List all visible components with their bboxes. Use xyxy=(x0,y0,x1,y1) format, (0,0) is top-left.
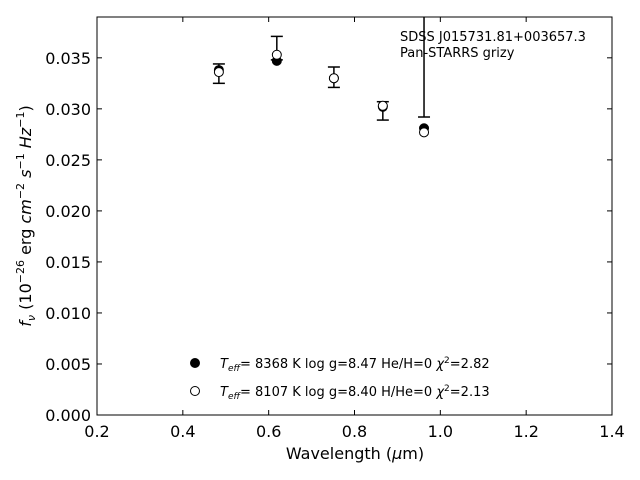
data-point-open xyxy=(419,127,430,138)
y-tick-label: 0.005 xyxy=(45,355,91,374)
data-point-open xyxy=(377,100,388,111)
x-tick-label: 0.6 xyxy=(256,422,281,441)
x-tick-label: 1.2 xyxy=(513,422,538,441)
legend-marker-filled xyxy=(190,358,200,368)
y-tick-label: 0.010 xyxy=(45,304,91,323)
legend-entry-2: Teff= 8107 K log g=8.40 H/He=0 χ2=2.13 xyxy=(220,384,490,402)
y-tick-label: 0.000 xyxy=(45,406,91,425)
y-tick-label: 0.015 xyxy=(45,253,91,272)
x-axis-ticks: 0.2 0.4 0.6 0.8 1.0 1.2 1.4 xyxy=(84,17,625,441)
x-tick-label: 1.4 xyxy=(599,422,624,441)
y-tick-label: 0.025 xyxy=(45,151,91,170)
y-axis-ticks: 0.000 0.005 0.010 0.015 0.020 0.025 0.030 0.035 xyxy=(45,49,612,425)
legend-marker-open xyxy=(190,386,200,396)
y-axis-label: fν (10−26 erg cm−2 s−1 Hz−1) xyxy=(14,105,38,326)
y-tick-label: 0.030 xyxy=(45,100,91,119)
legend-entry-1: Teff= 8368 K log g=8.47 He/H=0 χ2=2.82 xyxy=(220,356,490,374)
legend: Teff= 8368 K log g=8.47 He/H=0 χ2=2.82 T… xyxy=(190,356,490,402)
data-points xyxy=(213,49,430,138)
x-tick-label: 0.4 xyxy=(170,422,195,441)
x-tick-label: 0.8 xyxy=(342,422,367,441)
y-tick-label: 0.020 xyxy=(45,202,91,221)
x-axis-label: Wavelength (μm) xyxy=(286,444,424,463)
data-point-open xyxy=(271,49,282,60)
y-tick-label: 0.035 xyxy=(45,49,91,68)
x-tick-label: 1.0 xyxy=(428,422,453,441)
data-point-open xyxy=(213,67,224,78)
annotation-survey-name: Pan-STARRS grizy xyxy=(400,46,515,61)
x-tick-label: 0.2 xyxy=(84,422,109,441)
data-point-open xyxy=(328,73,339,84)
annotation-object-name: SDSS J015731.81+003657.3 xyxy=(400,30,586,45)
